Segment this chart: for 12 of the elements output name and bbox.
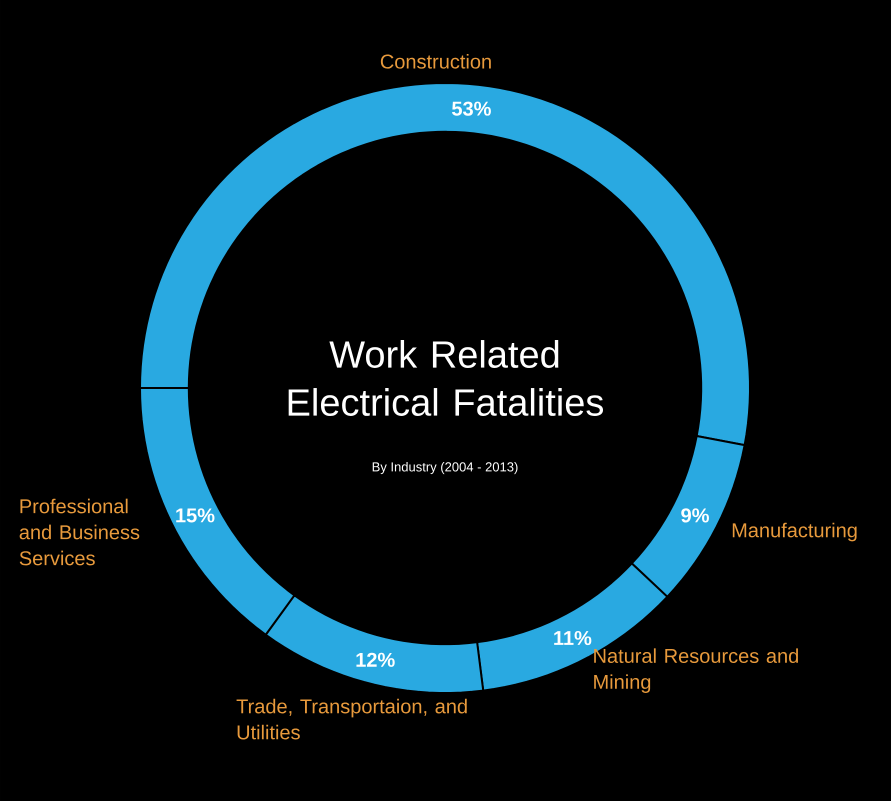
data-label: 12%	[356, 652, 395, 667]
data-label: 53%	[452, 102, 491, 116]
slice-label: Construction	[380, 54, 491, 69]
slice-label: Professional and Business Services	[20, 498, 140, 566]
slice-label: Manufacturing	[732, 522, 857, 542]
data-label: 11%	[554, 631, 592, 646]
text: By Industry (2004 - 2013)	[372, 462, 518, 474]
text: Work Related Electrical Fatalities	[288, 340, 604, 416]
slice-label: Natural Resources and Mining	[594, 648, 798, 693]
data-label: 15%	[176, 508, 214, 522]
data-label: 9%	[681, 508, 709, 522]
slice-label: Trade, Transportaion, and Utilities	[236, 698, 467, 740]
